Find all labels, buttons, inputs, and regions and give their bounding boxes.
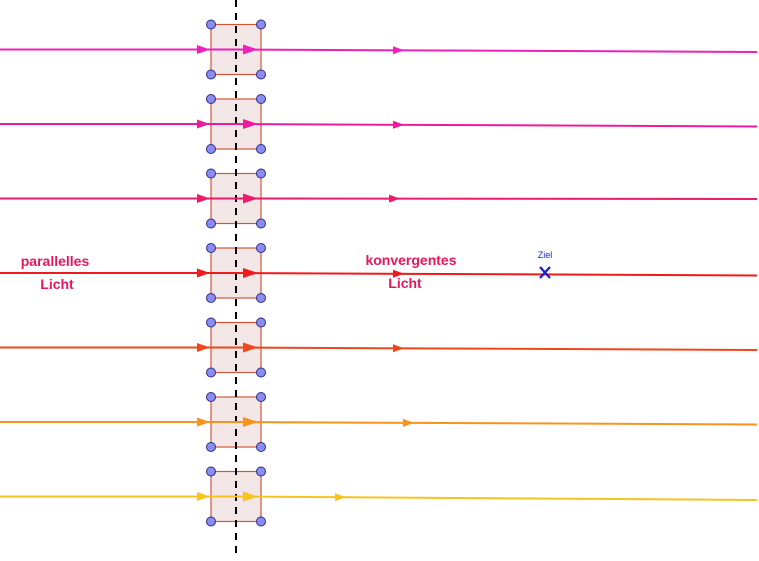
handle-point-1-2[interactable]: [256, 19, 266, 30]
outgoing-ray-2: [235, 123, 758, 128]
lens-ray-arrow-7: [243, 491, 258, 502]
handle-point-6-1[interactable]: [206, 392, 216, 402]
lens-ray-arrow-2: [243, 119, 258, 129]
outgoing-ray-arrow-1: [393, 46, 404, 55]
handle-point-5-4[interactable]: [256, 367, 266, 378]
handle-point-3-3[interactable]: [206, 218, 216, 229]
handle-point-5-2[interactable]: [256, 317, 266, 328]
label-parallel-light-2: Licht: [40, 276, 74, 292]
outgoing-ray-4: [235, 272, 758, 277]
lens-ray-arrow-3: [243, 193, 258, 204]
outgoing-ray-arrow-3: [389, 194, 400, 203]
handle-point-2-1[interactable]: [206, 94, 216, 104]
handle-point-2-2[interactable]: [256, 94, 266, 104]
handle-point-4-4[interactable]: [256, 293, 266, 303]
label-convergent-light-1: konvergentes: [365, 252, 456, 268]
outgoing-ray-7: [235, 495, 758, 501]
outgoing-ray-arrow-2: [393, 120, 404, 129]
outgoing-ray-arrow-6: [403, 418, 414, 427]
handle-point-5-3[interactable]: [206, 367, 216, 378]
incoming-ray-arrow-5: [197, 343, 210, 352]
incoming-ray-arrow-4: [197, 268, 210, 278]
handle-point-2-4[interactable]: [256, 144, 266, 154]
handle-point-1-1[interactable]: [206, 19, 216, 30]
target-cross-stroke-2: [539, 266, 551, 279]
outgoing-ray-6: [235, 421, 758, 426]
handle-point-7-3[interactable]: [206, 516, 216, 527]
incoming-ray-arrow-1: [197, 45, 210, 54]
outgoing-ray-arrow-7: [335, 493, 346, 502]
handles[interactable]: [206, 19, 266, 527]
handle-point-5-1[interactable]: [206, 317, 216, 328]
outgoing-ray-arrow-4: [393, 269, 404, 278]
handle-point-3-4[interactable]: [256, 218, 266, 229]
handle-point-6-4[interactable]: [256, 442, 266, 452]
incoming-ray-arrow-6: [197, 417, 210, 427]
incoming-ray-arrow-2: [197, 119, 210, 129]
handle-point-2-3[interactable]: [206, 144, 216, 154]
lens-ray-arrow-1: [243, 44, 258, 55]
rays: [0, 44, 758, 502]
handle-point-1-3[interactable]: [206, 69, 216, 80]
outgoing-ray-1: [235, 48, 758, 53]
label-convergent-light-2: Licht: [388, 275, 422, 291]
lens-ray-arrow-6: [243, 417, 258, 427]
lens-ray-arrow-4: [243, 268, 258, 278]
handle-point-3-2[interactable]: [256, 168, 266, 179]
target-marker[interactable]: Ziel: [538, 250, 553, 279]
handle-point-6-2[interactable]: [256, 392, 266, 402]
handle-point-1-4[interactable]: [256, 69, 266, 80]
handle-point-4-3[interactable]: [206, 293, 216, 303]
label-parallel-light-1: parallelles: [21, 253, 90, 269]
handle-point-7-1[interactable]: [206, 466, 216, 477]
handle-point-4-1[interactable]: [206, 243, 216, 253]
target-label: Ziel: [538, 250, 553, 260]
handle-point-7-4[interactable]: [256, 516, 266, 527]
incoming-ray-arrow-7: [197, 492, 210, 501]
handle-point-4-2[interactable]: [256, 243, 266, 253]
outgoing-ray-arrow-5: [393, 344, 404, 353]
lens-ray-arrow-5: [243, 342, 258, 353]
incoming-ray-arrow-3: [197, 194, 210, 203]
handle-point-7-2[interactable]: [256, 466, 266, 477]
outgoing-ray-3: [235, 197, 758, 200]
handle-point-3-1[interactable]: [206, 168, 216, 179]
outgoing-ray-5: [235, 346, 758, 351]
handle-point-6-3[interactable]: [206, 442, 216, 452]
